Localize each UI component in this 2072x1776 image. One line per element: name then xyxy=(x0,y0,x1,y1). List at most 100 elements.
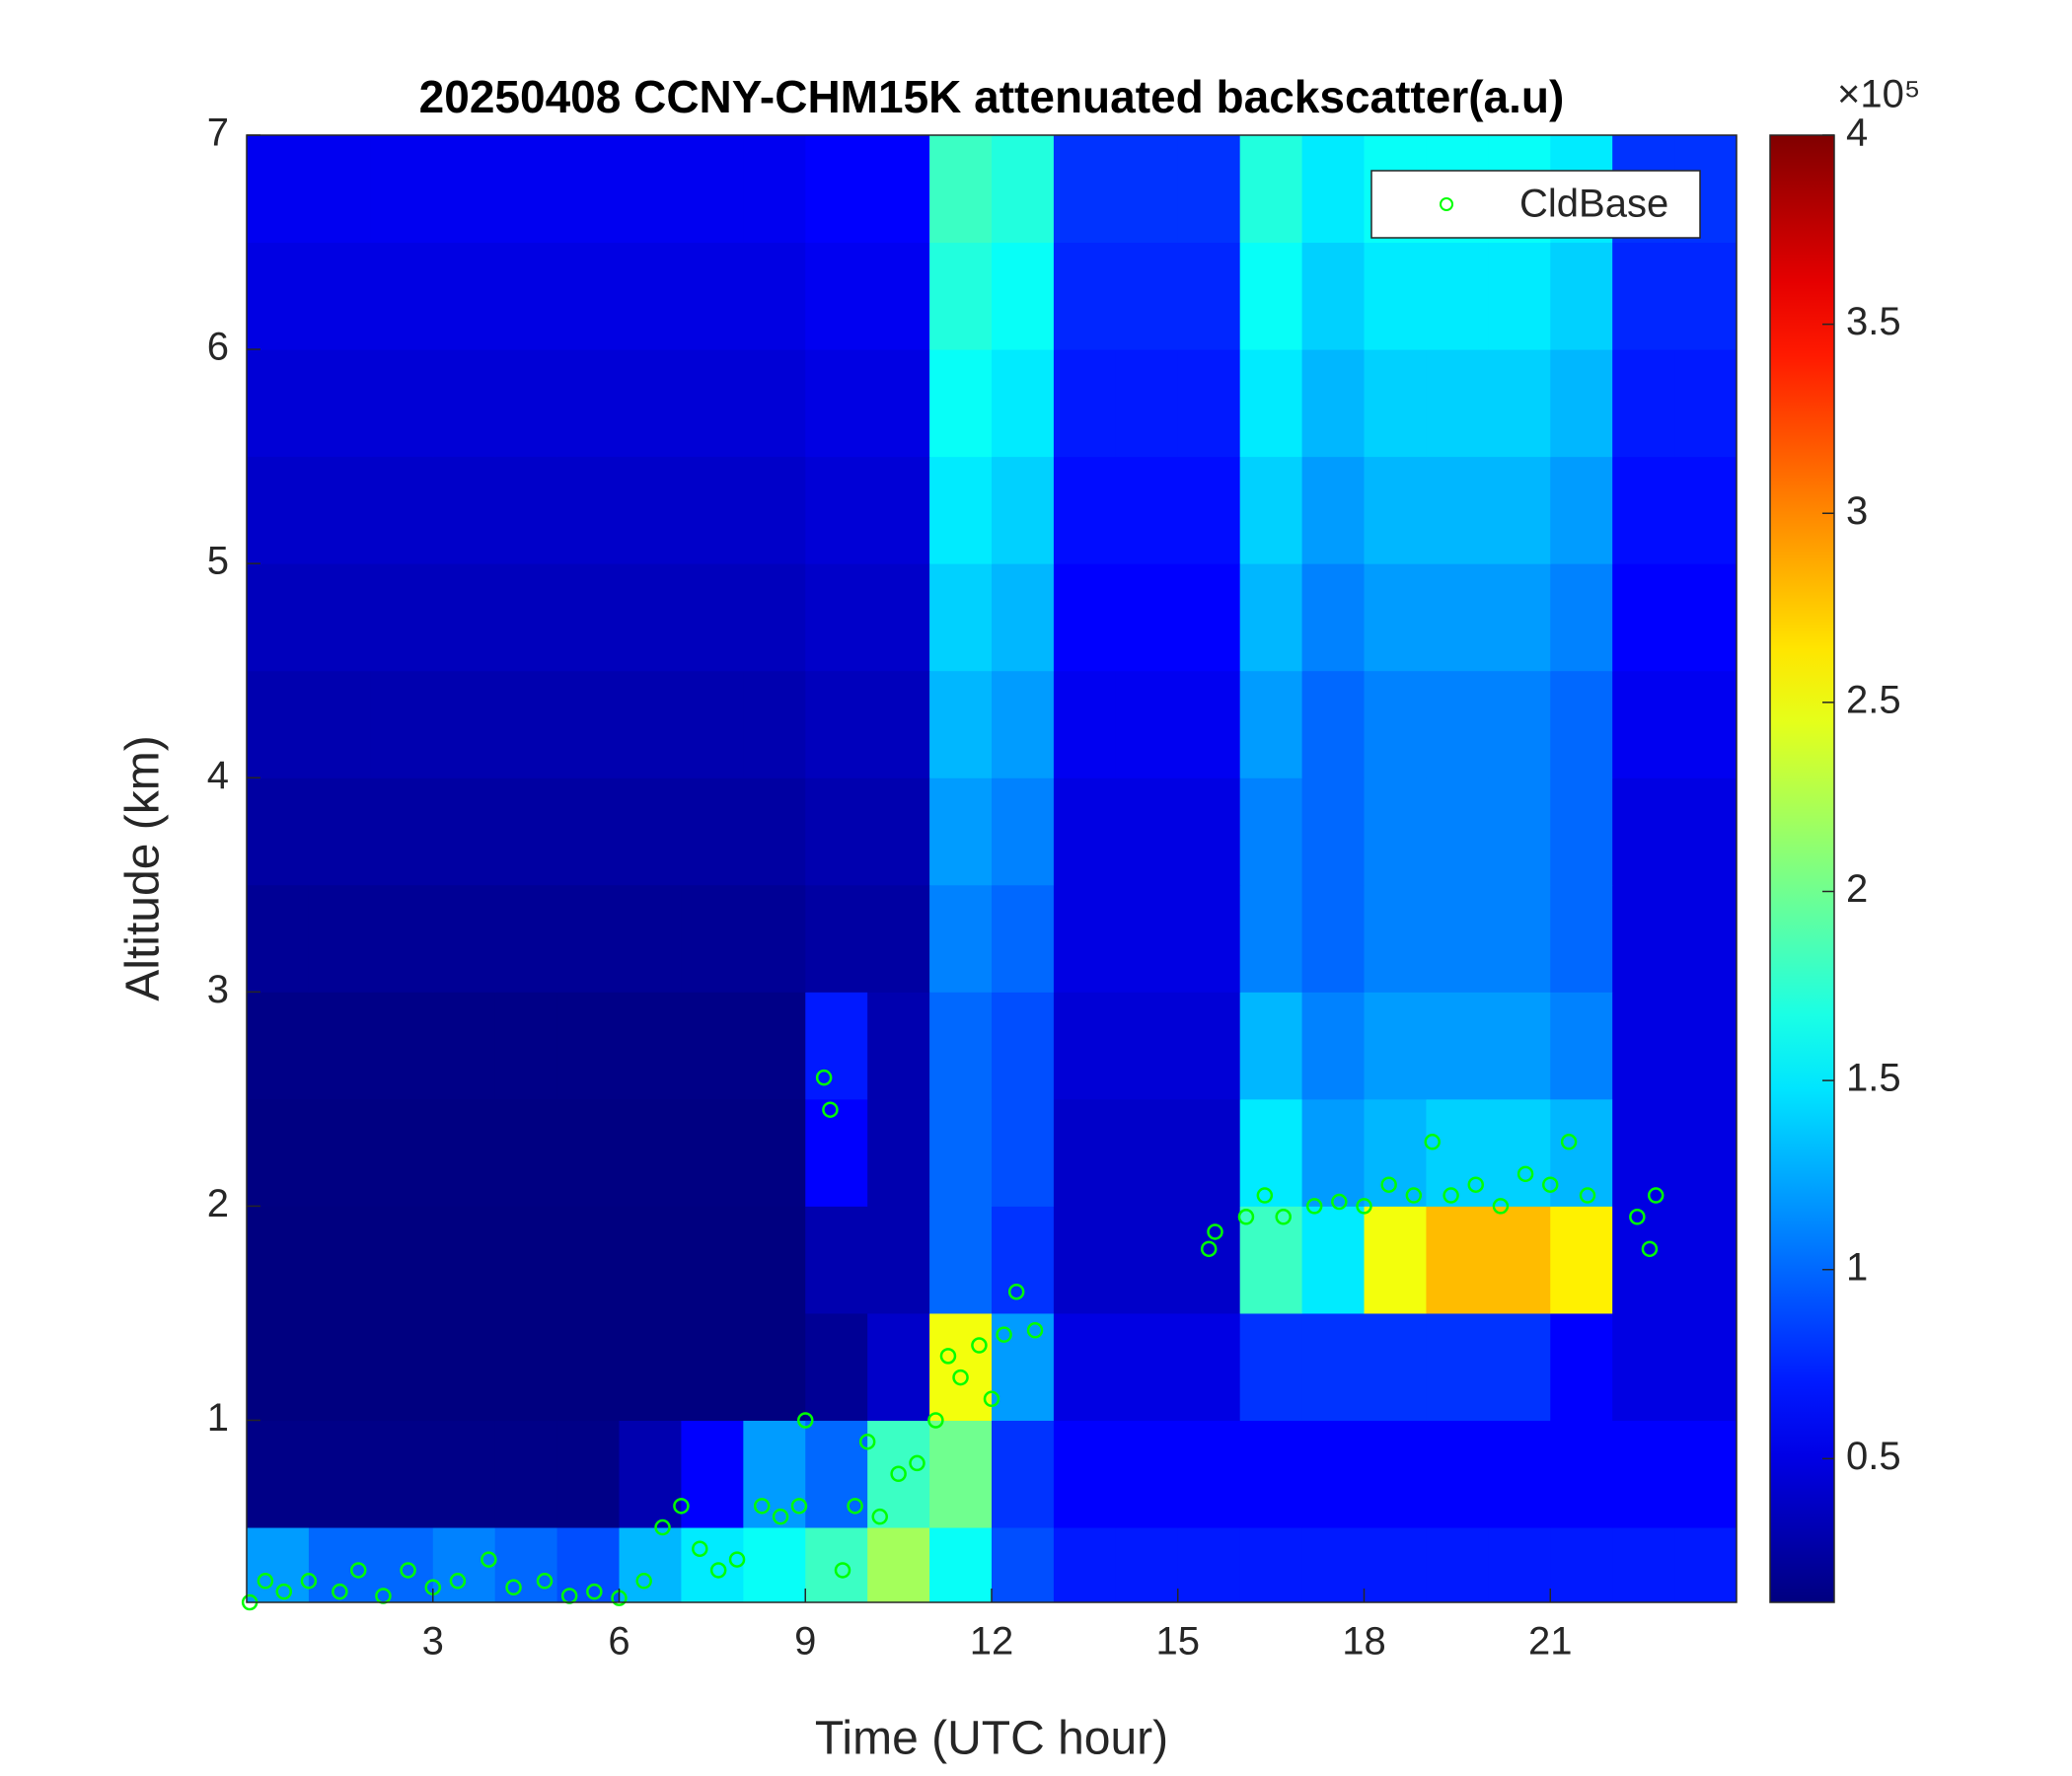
heatmap-cell xyxy=(743,135,806,244)
heatmap-cell xyxy=(1115,242,1179,350)
heatmap-cell xyxy=(556,135,620,244)
heatmap-cell xyxy=(619,1098,682,1207)
heatmap-cell xyxy=(619,777,682,886)
heatmap-cell xyxy=(1488,563,1551,672)
heatmap-cell xyxy=(247,456,310,564)
heatmap-cell xyxy=(867,777,930,886)
heatmap-cell xyxy=(1053,1420,1117,1528)
heatmap-cell xyxy=(1115,1312,1179,1421)
heatmap-cell xyxy=(992,1098,1055,1207)
heatmap-cell xyxy=(867,1527,930,1603)
heatmap-cell xyxy=(743,349,806,458)
cloud-base-point xyxy=(1200,1240,1218,1258)
cloud-base-point xyxy=(909,1454,925,1472)
heatmap-cell xyxy=(370,777,434,886)
heatmap-cell xyxy=(308,563,372,672)
x-tick-label: 15 xyxy=(1156,1620,1201,1664)
cloud-base-point xyxy=(1356,1198,1372,1215)
heatmap-cell xyxy=(929,1312,993,1421)
heatmap-cell xyxy=(1426,670,1489,778)
heatmap-cell xyxy=(1115,1527,1179,1603)
heatmap-cell xyxy=(1426,1527,1489,1603)
heatmap-cell xyxy=(992,563,1055,672)
heatmap-cell xyxy=(1612,456,1675,564)
heatmap xyxy=(247,135,1738,1603)
heatmap-cell xyxy=(1177,1312,1241,1421)
heatmap-cell xyxy=(247,1206,310,1314)
heatmap-cell xyxy=(929,992,993,1100)
heatmap-cell xyxy=(619,349,682,458)
heatmap-cell xyxy=(1550,1206,1613,1314)
heatmap-cell xyxy=(929,242,993,350)
heatmap-cell xyxy=(556,1098,620,1207)
heatmap-cell xyxy=(308,670,372,778)
heatmap-cell xyxy=(556,456,620,564)
heatmap-cell xyxy=(1301,1527,1365,1603)
heatmap-cell xyxy=(743,884,806,993)
heatmap-cell xyxy=(1674,242,1738,350)
x-tick-label: 12 xyxy=(970,1620,1014,1664)
heatmap-cell xyxy=(1301,563,1365,672)
heatmap-cell xyxy=(1177,349,1241,458)
heatmap-cell xyxy=(743,1206,806,1314)
heatmap-cell xyxy=(1364,242,1427,350)
heatmap-cell xyxy=(1301,884,1365,993)
y-axis-label: Altitude (km) xyxy=(117,735,170,1000)
heatmap-cell xyxy=(1674,992,1738,1100)
heatmap-cell xyxy=(1364,349,1427,458)
y-tick-label: 6 xyxy=(207,326,229,369)
heatmap-cell xyxy=(805,884,868,993)
heatmap-cell xyxy=(1364,1312,1427,1421)
heatmap-cell xyxy=(1426,456,1489,564)
heatmap-cell xyxy=(619,670,682,778)
chart-title: 20250408 CCNY-CHM15K attenuated backscat… xyxy=(419,71,1565,122)
cloud-base-point xyxy=(847,1498,863,1515)
heatmap-cell xyxy=(743,242,806,350)
heatmap-cell xyxy=(681,670,744,778)
cloud-base-point xyxy=(890,1465,907,1483)
heatmap-cell xyxy=(1612,1312,1675,1421)
heatmap-cell xyxy=(432,242,496,350)
heatmap-cell xyxy=(1550,563,1613,672)
y-tick-label: 7 xyxy=(207,111,229,155)
heatmap-cell xyxy=(494,456,558,564)
cloud-base-point xyxy=(1207,1223,1223,1240)
cloud-base-point xyxy=(1405,1187,1423,1204)
heatmap-cell xyxy=(370,1312,434,1421)
heatmap-cell xyxy=(1674,563,1738,672)
heatmap-cell xyxy=(1550,884,1613,993)
heatmap-cell xyxy=(1301,349,1365,458)
cloud-base-point xyxy=(275,1583,292,1600)
heatmap-cell xyxy=(1426,1098,1489,1207)
heatmap-cell xyxy=(1301,1098,1365,1207)
colorbar-tick-label: 1 xyxy=(1846,1245,1868,1289)
cloud-base-point xyxy=(400,1562,416,1579)
heatmap-cell xyxy=(494,1098,558,1207)
cloud-base-point xyxy=(1305,1198,1323,1215)
cloud-base-point xyxy=(536,1573,554,1590)
heatmap-cell xyxy=(432,563,496,672)
heatmap-cell xyxy=(681,242,744,350)
heatmap-cell xyxy=(1488,1312,1551,1421)
heatmap-cell xyxy=(494,670,558,778)
heatmap-cell xyxy=(1239,1527,1303,1603)
heatmap-cell xyxy=(494,884,558,993)
heatmap-cell xyxy=(1612,349,1675,458)
cloud-base-point xyxy=(1647,1187,1665,1204)
heatmap-cell xyxy=(1550,1420,1613,1528)
cloud-base-point xyxy=(1560,1134,1578,1150)
heatmap-cell xyxy=(867,1206,930,1314)
heatmap-cell xyxy=(1674,456,1738,564)
heatmap-cell xyxy=(1488,1098,1551,1207)
heatmap-cell xyxy=(494,1206,558,1314)
cloud-base-point xyxy=(505,1579,522,1596)
cloud-base-point xyxy=(1007,1283,1025,1300)
cloud-base-point xyxy=(834,1562,851,1579)
heatmap-cell xyxy=(1550,242,1613,350)
heatmap-cell xyxy=(1115,1206,1179,1314)
heatmap-cell xyxy=(1239,670,1303,778)
heatmap-cell xyxy=(1301,1420,1365,1528)
heatmap-cell xyxy=(992,1206,1055,1314)
heatmap-cell xyxy=(1674,1312,1738,1421)
heatmap-cell xyxy=(247,1098,310,1207)
